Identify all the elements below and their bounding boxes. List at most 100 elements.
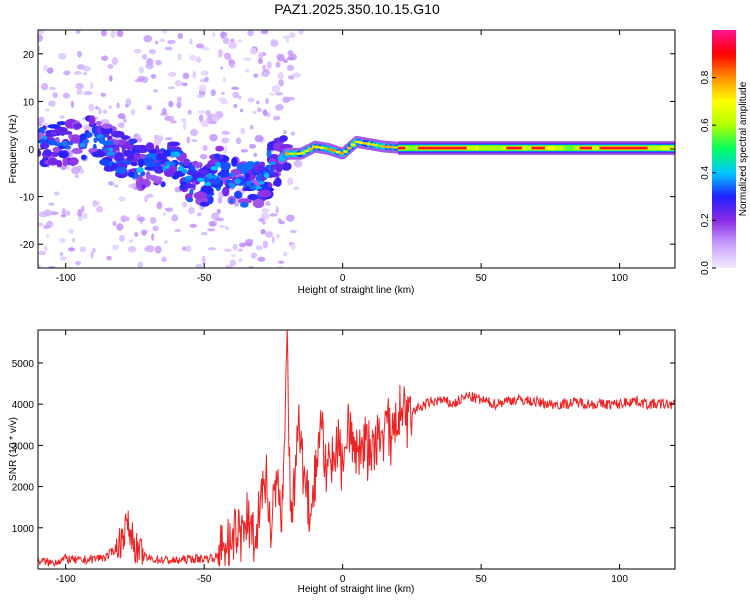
spectrogram-cell [134, 144, 142, 151]
spectrogram-speckle [275, 206, 279, 214]
spectrogram-speckle [278, 220, 285, 225]
spectrogram-speckle [133, 48, 142, 54]
spectrogram-cell [252, 198, 265, 209]
spectrogram-x-tick-label: -100 [56, 273, 76, 284]
spectrogram-speckle [59, 256, 67, 262]
spectrogram-speckle [212, 32, 216, 37]
spectrogram-peak [288, 152, 294, 156]
spectrogram-peak [327, 147, 333, 151]
spectrogram-speckle [254, 134, 264, 143]
spectrogram-peak [319, 146, 325, 150]
spectrogram-speckle [285, 38, 290, 43]
spectrogram-speckle [82, 212, 88, 220]
spectrogram-speckle [48, 202, 55, 206]
spectrogram-speckle [245, 238, 254, 244]
spectrogram-speckle [112, 244, 120, 251]
spectrogram-speckle [207, 228, 216, 232]
spectrogram-speckle [228, 41, 237, 49]
spectrogram-speckle [92, 247, 96, 253]
spectrogram-speckle [73, 71, 82, 75]
spectrogram-speckle [82, 65, 91, 72]
spectrogram-speckle [167, 39, 176, 45]
colorbar-tick-label: 0.6 [700, 118, 711, 132]
spectrogram-y-label: Frequency (Hz) [8, 115, 19, 184]
spectrogram-speckle [44, 245, 48, 252]
spectrogram-speckle [181, 117, 187, 124]
spectrogram-peak [264, 172, 270, 179]
spectrogram-speckle [161, 107, 167, 116]
spectrogram-speckle [135, 134, 142, 139]
spectrogram-cell [153, 165, 164, 174]
spectrogram-speckle [92, 199, 98, 208]
spectrogram-speckle [58, 52, 67, 60]
spectrogram-speckle [209, 133, 218, 142]
spectrogram-speckle [240, 149, 249, 153]
spectrogram-cell [266, 149, 272, 159]
spectrogram-peak [106, 151, 115, 156]
spectrogram-speckle [65, 210, 71, 216]
spectrogram-cell [71, 147, 83, 155]
spectrogram-speckle [186, 136, 191, 144]
spectrogram-speckle [265, 231, 274, 238]
spectrogram-speckle [117, 113, 126, 120]
spectrogram-cell [56, 121, 67, 126]
spectrogram-speckle [197, 110, 207, 114]
spectrogram-y-tick-label: 10 [23, 97, 35, 108]
spectrogram-speckle [144, 195, 149, 203]
spectrogram-speckle [253, 73, 259, 78]
spectrogram-cell [237, 198, 252, 204]
spectrogram-speckle [137, 75, 145, 82]
spectrogram-speckle [182, 72, 190, 80]
colorbar-gradient [712, 30, 736, 268]
spectrogram-speckle [271, 40, 279, 45]
spectrogram-peak [213, 175, 218, 180]
spectrogram-speckle [46, 67, 54, 74]
spectrogram-cell [110, 130, 125, 138]
spectrogram-speckle [198, 84, 207, 92]
spectrogram-speckle [262, 109, 268, 116]
spectrogram-peak [292, 152, 298, 156]
spectrogram-speckle [74, 174, 80, 179]
spectrogram-speckle [197, 56, 201, 64]
spectrogram-speckle [208, 120, 217, 125]
spectrogram-speckle [249, 47, 258, 55]
spectrogram-speckle [60, 214, 66, 218]
spectrogram-speckle [248, 265, 254, 268]
spectrogram-speckle [161, 256, 167, 263]
spectrogram-speckle [59, 252, 64, 257]
spectrogram-speckle [192, 70, 197, 79]
spectrogram-peak [265, 164, 272, 169]
snr-panel: -100 -50 0 50 100 1000 2000 3000 4000 5000 Heigh… [8, 329, 676, 595]
spectrogram-speckle [201, 46, 210, 51]
spectrogram-speckle [67, 247, 76, 252]
spectrogram-speckle [298, 30, 304, 35]
spectrogram-x-tick-label: 100 [611, 273, 628, 284]
spectrogram-peak [331, 149, 337, 153]
spectrogram-cell [244, 161, 256, 170]
spectrogram-cell [48, 160, 61, 165]
spectrogram-peak [93, 137, 98, 143]
spectrogram-peak [245, 180, 252, 187]
spectrogram-speckle [80, 205, 85, 213]
spectrogram-speckle [182, 122, 187, 131]
spectrogram-speckle [171, 214, 179, 222]
spectrogram-peak [215, 162, 221, 168]
spectrogram-speckle [102, 109, 108, 114]
spectrogram-speckle [174, 229, 182, 233]
spectrogram-cell [101, 123, 113, 129]
spectrogram-speckle [38, 34, 44, 42]
spectrogram-cell [50, 151, 59, 158]
spectrogram-speckle [258, 217, 265, 222]
spectrogram-speckle [278, 260, 285, 264]
spectrogram-speckle [292, 72, 302, 78]
spectrogram-speckle [106, 255, 112, 261]
spectrogram-y-tick-label: 0 [28, 145, 34, 156]
spectrogram-speckle [38, 116, 45, 124]
spectrogram-x-tick-label: -50 [197, 273, 212, 284]
spectrogram-speckle [224, 145, 228, 154]
spectrogram-speckle [141, 53, 148, 60]
spectrogram-speckle [262, 240, 269, 249]
spectrogram-speckle [59, 115, 65, 119]
spectrogram-cell [195, 162, 203, 168]
